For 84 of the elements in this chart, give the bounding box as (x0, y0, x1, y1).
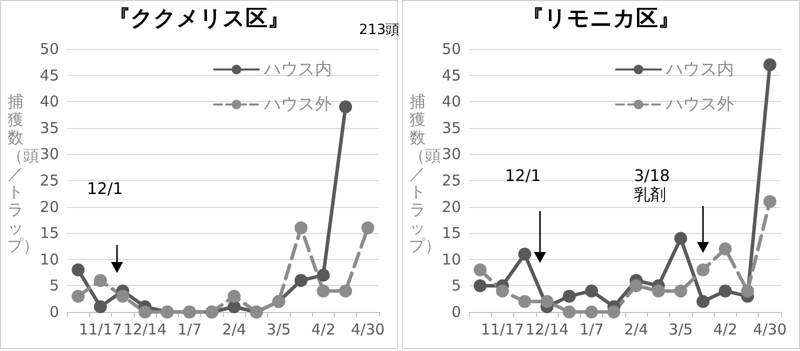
point (674, 284, 688, 298)
point (339, 284, 352, 298)
y-tick-label: 40 (40, 92, 59, 111)
y-tick-label: 0 (49, 303, 59, 321)
point (228, 290, 241, 303)
point (138, 306, 152, 318)
legend-label: ハウス内 (263, 60, 332, 80)
x-tick-label: 2/4 (222, 320, 246, 338)
point (741, 284, 754, 298)
text: 捕獲数（頭／トラップ） (409, 92, 441, 255)
y-tick-label: 5 (451, 276, 461, 295)
y-tick-label: 20 (40, 198, 59, 216)
point (72, 290, 85, 303)
y-tick-label: 10 (40, 250, 59, 268)
point (585, 284, 598, 298)
x-tick-label: 1/7 (580, 320, 604, 338)
point (718, 284, 732, 298)
point (696, 263, 710, 276)
y-tick-label: 45 (442, 66, 461, 84)
x-tick-label: 4/30 (753, 320, 787, 338)
y-tick-label: 15 (40, 224, 59, 242)
x-tick-label: 4/30 (351, 320, 385, 338)
x-tick-label: 11/17 (78, 320, 122, 338)
point (652, 284, 665, 298)
y-tick-label: 15 (442, 224, 461, 242)
annotation: 3/18 乳剤 (634, 166, 670, 204)
point (361, 221, 374, 234)
chart-title: 『リモニカ区』 (522, 6, 680, 32)
x-tick-label: 4/2 (713, 320, 738, 338)
y-tick-label: 50 (40, 40, 59, 58)
x-tick-label: 12/14 (123, 320, 167, 338)
y-tick-label: 30 (442, 145, 461, 164)
y-tick-label: 35 (442, 118, 461, 137)
chart-title: 『ククメリス区』 (108, 6, 290, 32)
point (696, 294, 710, 308)
point (316, 284, 330, 298)
point (294, 221, 308, 234)
point (474, 263, 487, 276)
x-tick-label: 1/7 (178, 320, 202, 338)
point (763, 58, 776, 72)
point (94, 300, 107, 314)
y-tick-label: 25 (40, 172, 59, 190)
y-tick-label: 50 (442, 40, 461, 58)
point (562, 306, 576, 318)
text: 213頭 (359, 21, 400, 40)
point (474, 279, 487, 292)
y-tick-label: 35 (40, 118, 59, 137)
y-tick-label: 45 (40, 66, 59, 84)
point (518, 248, 532, 261)
legend-label: ハウス外 (665, 94, 734, 114)
annotation: 12/1 (505, 166, 541, 185)
x-tick-label: 4/2 (311, 320, 336, 338)
point (316, 268, 330, 282)
point (630, 279, 643, 292)
y-tick-label: 25 (442, 172, 461, 190)
point (674, 232, 688, 245)
point (763, 195, 776, 208)
point (540, 294, 554, 308)
y-tick-label: 10 (442, 250, 461, 268)
point (562, 290, 576, 303)
point (294, 274, 308, 287)
y-tick-label: 30 (40, 145, 59, 164)
y-tick-label: 20 (442, 198, 461, 216)
point (496, 284, 509, 298)
y-tick-label: 40 (442, 92, 461, 111)
x-tick-label: 11/17 (480, 320, 524, 338)
y-tick-label: 0 (451, 303, 461, 321)
x-tick-label: 12/14 (525, 320, 569, 338)
y-tick-label: 5 (49, 276, 59, 295)
text: 捕獲数（頭／トラップ） (7, 92, 39, 255)
legend-label: ハウス内 (665, 60, 734, 80)
point (116, 290, 130, 303)
legend-label: ハウス外 (263, 94, 332, 114)
point (518, 294, 532, 308)
point (339, 100, 352, 114)
point (94, 274, 107, 287)
point (718, 242, 732, 256)
x-tick-label: 2/4 (624, 320, 648, 338)
point (585, 306, 598, 318)
point (607, 306, 620, 318)
x-tick-label: 3/5 (266, 320, 291, 338)
annotation: 12/1 (87, 179, 123, 198)
point (72, 263, 85, 276)
x-tick-label: 3/5 (668, 320, 693, 338)
